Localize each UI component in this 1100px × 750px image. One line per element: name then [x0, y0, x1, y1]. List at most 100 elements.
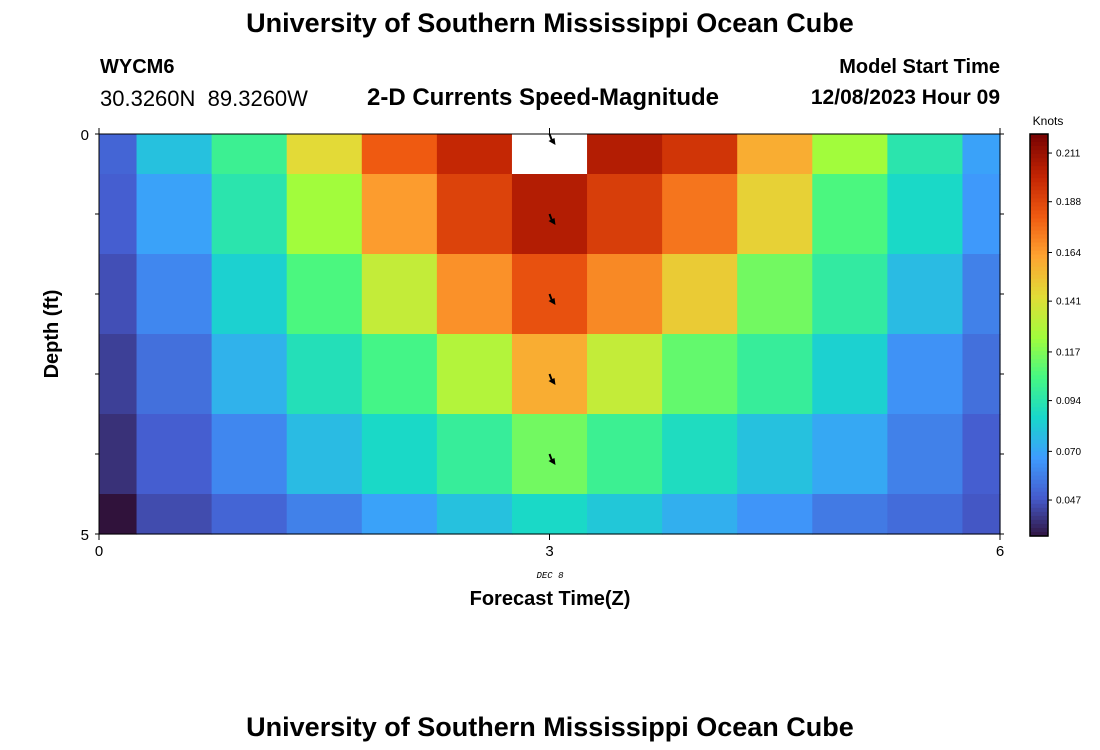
heatmap-cell — [361, 414, 438, 495]
colorbar-segment — [1030, 403, 1048, 408]
colorbar-tick-label: 0.117 — [1056, 347, 1081, 358]
colorbar-segment — [1030, 443, 1048, 449]
colorbar-segment — [1030, 371, 1048, 376]
heatmap-cell — [812, 174, 888, 255]
heatmap-cell — [436, 414, 513, 495]
x-tick-label: 3 — [545, 543, 553, 560]
heatmap-cell — [587, 334, 663, 415]
colorbar-segment — [1030, 407, 1048, 412]
heatmap-cell — [587, 174, 663, 255]
heatmap-cell — [361, 494, 438, 535]
colorbar-segment — [1030, 379, 1048, 384]
heatmap-cell — [962, 254, 1001, 335]
colorbar-segment — [1030, 194, 1048, 199]
colorbar-segment — [1030, 527, 1048, 533]
heatmap-cells — [99, 134, 1001, 535]
colorbar-segment — [1030, 210, 1048, 215]
colorbar-segment — [1030, 266, 1048, 272]
colorbar-segment — [1030, 302, 1048, 308]
heatmap-cell — [436, 334, 513, 415]
heatmap-cell — [587, 494, 663, 535]
colorbar-segment — [1030, 475, 1048, 481]
heatmap-cell — [962, 134, 1001, 175]
heatmap-cell — [737, 414, 813, 495]
heatmap-cell — [662, 414, 738, 495]
colorbar-segment — [1030, 487, 1048, 493]
current-vector-arrow — [548, 373, 556, 385]
colorbar-segment — [1030, 511, 1048, 517]
colorbar-tick-label: 0.070 — [1056, 447, 1081, 458]
x-axis: 0 3 6 — [95, 128, 1004, 560]
colorbar-segment — [1030, 150, 1048, 155]
colorbar-ticks: 0.211 0.188 0.164 0.141 0.117 0.094 0.070 0.047 — [1048, 149, 1081, 507]
x-axis-label: Forecast Time(Z) — [470, 588, 631, 610]
heatmap-cell — [887, 174, 964, 255]
heatmap-cell — [812, 414, 888, 495]
heatmap-cell — [99, 414, 138, 495]
heatmap-cell — [511, 134, 588, 175]
colorbar-segment — [1030, 282, 1048, 288]
heatmap-cell — [99, 254, 138, 335]
colorbar-segment — [1030, 146, 1048, 151]
colorbar-segment — [1030, 234, 1048, 240]
heatmap-cell — [587, 134, 663, 175]
colorbar-segment — [1030, 367, 1048, 372]
colorbar-segment — [1030, 451, 1048, 457]
colorbar-segment — [1030, 138, 1048, 143]
heatmap-cell — [737, 174, 813, 255]
colorbar-segment — [1030, 330, 1048, 336]
heatmap-cell — [136, 334, 213, 415]
heatmap-cell — [436, 494, 513, 535]
heatmap-cell — [662, 174, 738, 255]
colorbar-segment — [1030, 242, 1048, 248]
colorbar-segment — [1030, 363, 1048, 368]
colorbar-segment — [1030, 515, 1048, 521]
colorbar-segment — [1030, 274, 1048, 280]
colorbar-segment — [1030, 270, 1048, 276]
colorbar-segment — [1030, 519, 1048, 525]
heatmap-cell — [812, 334, 888, 415]
colorbar-segment — [1030, 278, 1048, 284]
colorbar-segment — [1030, 415, 1048, 421]
colorbar-segment — [1030, 479, 1048, 485]
colorbar-segment — [1030, 351, 1048, 356]
colorbar — [1030, 134, 1048, 537]
colorbar-segment — [1030, 459, 1048, 465]
y-tick-label: 5 — [81, 527, 89, 544]
heatmap-cell — [99, 174, 138, 255]
heatmap-cell — [211, 134, 288, 175]
heatmap-cell — [662, 494, 738, 535]
colorbar-segment — [1030, 523, 1048, 529]
heatmap-cell — [211, 174, 288, 255]
heatmap-cell — [361, 174, 438, 255]
current-vector-arrow — [548, 213, 556, 225]
y-axis: 05 — [81, 127, 1004, 544]
colorbar-segment — [1030, 423, 1048, 429]
colorbar-segment — [1030, 463, 1048, 469]
heatmap-cell — [887, 494, 964, 535]
colorbar-segment — [1030, 230, 1048, 236]
colorbar-segment — [1030, 186, 1048, 191]
colorbar-segment — [1030, 471, 1048, 477]
heatmap-cell — [511, 494, 588, 535]
heatmap-cell — [286, 174, 363, 255]
colorbar-segment — [1030, 250, 1048, 256]
colorbar-segment — [1030, 439, 1048, 445]
x-tick-label: 6 — [996, 543, 1004, 560]
colorbar-tick-label: 0.164 — [1056, 248, 1081, 259]
heatmap-cell — [361, 134, 438, 175]
heatmap-cell — [662, 254, 738, 335]
colorbar-segment — [1030, 467, 1048, 473]
heatmap-cell — [962, 494, 1001, 535]
colorbar-segment — [1030, 507, 1048, 513]
heatmap-cell — [737, 254, 813, 335]
heatmap-cell — [812, 494, 888, 535]
colorbar-segment — [1030, 310, 1048, 316]
colorbar-segment — [1030, 447, 1048, 453]
colorbar-segment — [1030, 427, 1048, 433]
footer-title: University of Southern Mississippi Ocean… — [246, 712, 854, 742]
heatmap-cell — [962, 414, 1001, 495]
colorbar-segment — [1030, 246, 1048, 252]
y-tick-label: 0 — [81, 127, 89, 144]
